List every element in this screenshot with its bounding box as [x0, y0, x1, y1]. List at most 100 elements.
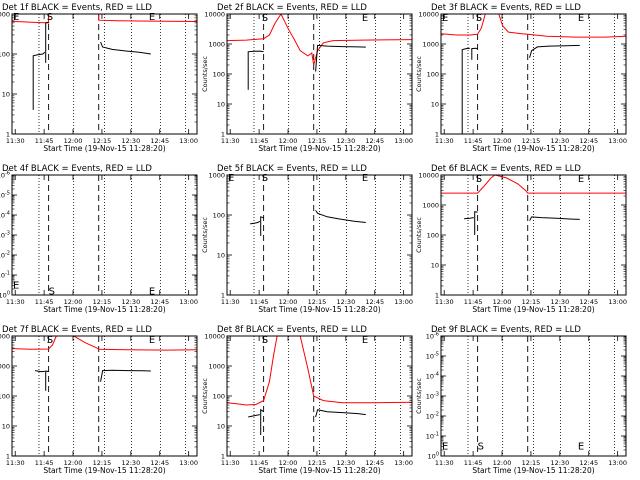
x-tick-label: 13:00	[394, 137, 413, 145]
y-axis-label: Counts/sec	[201, 56, 209, 92]
events-series-line	[315, 210, 366, 223]
events-series-line	[315, 409, 366, 418]
events-series-line	[474, 211, 478, 235]
y-tick-label: 10-4	[0, 211, 10, 220]
x-tick-label: 11:30	[6, 298, 25, 306]
marker-label-E: E	[362, 173, 368, 184]
x-tick-label: 12:30	[121, 137, 140, 145]
marker-label-S: S	[262, 335, 268, 346]
x-tick-label: 12:15	[308, 459, 327, 467]
events-series-line	[529, 44, 580, 58]
y-tick-label: 1	[435, 292, 439, 300]
y-tick-label: 1	[221, 453, 225, 461]
x-tick-label: 12:30	[336, 298, 355, 306]
x-tick-label: 12:30	[550, 137, 569, 145]
x-axis-label: Start Time (19-Nov-15 11:28:20)	[43, 144, 165, 153]
plot-frame	[11, 13, 198, 135]
events-series-line	[461, 47, 470, 134]
marker-label-S: S	[478, 442, 484, 453]
x-tick-label: 12:15	[93, 137, 112, 145]
y-tick-label: 10-2	[0, 251, 10, 260]
x-axis-label: Start Time (19-Nov-15 11:28:20)	[43, 305, 165, 314]
marker-label-E: E	[362, 13, 368, 24]
x-tick-label: 12:00	[279, 459, 298, 467]
y-tick-label: 10000	[204, 11, 225, 19]
y-tick-label: 10-5	[0, 191, 10, 200]
x-axis-label: Start Time (19-Nov-15 11:28:20)	[472, 466, 594, 475]
events-series-line	[247, 50, 264, 90]
x-tick-label: 11:45	[35, 298, 54, 306]
x-tick-label: 12:45	[365, 137, 384, 145]
events-series-line	[35, 370, 45, 373]
events-series-line	[45, 21, 49, 63]
x-tick-label: 12:15	[308, 298, 327, 306]
y-axis-label: Counts/sec	[201, 217, 209, 253]
x-tick-label: 12:30	[121, 298, 140, 306]
marker-label-E: E	[442, 13, 448, 24]
y-tick-label: 10-1	[0, 271, 10, 280]
events-series-line	[260, 408, 264, 435]
y-axis-label: Counts/sec	[415, 56, 423, 92]
y-tick-label: 1	[435, 131, 439, 139]
x-tick-label: 12:15	[308, 137, 327, 145]
x-tick-label: 12:00	[493, 298, 512, 306]
events-series-line	[100, 41, 151, 55]
x-tick-label: 12:00	[279, 137, 298, 145]
x-tick-label: 12:15	[93, 298, 112, 306]
panel-title: Det 3f BLACK = Events, RED = LLD	[431, 3, 581, 13]
marker-label-E: E	[149, 12, 155, 23]
y-tick-label: 10	[217, 252, 225, 260]
y-tick-label: 10	[431, 262, 439, 270]
x-tick-label: 12:30	[336, 459, 355, 467]
y-tick-label: 100	[427, 232, 439, 240]
y-tick-label: 10	[217, 423, 225, 431]
x-tick-label: 12:30	[550, 298, 569, 306]
x-axis-label: Start Time (19-Nov-15 11:28:20)	[43, 466, 165, 475]
y-tick-label: 10	[217, 101, 225, 109]
x-tick-label: 12:45	[365, 298, 384, 306]
y-tick-label: 10-2	[426, 412, 439, 421]
x-tick-label: 11:45	[464, 459, 483, 467]
y-tick-label: 10000	[418, 11, 439, 19]
marker-label-E: E	[578, 13, 584, 24]
y-tick-label: 10000	[204, 333, 225, 341]
x-tick-label: 12:30	[550, 459, 569, 467]
marker-label-S: S	[49, 287, 55, 298]
x-tick-label: 13:00	[179, 459, 198, 467]
y-tick-label: 1	[221, 292, 225, 300]
x-tick-label: 12:45	[150, 137, 169, 145]
x-tick-label: 12:00	[493, 459, 512, 467]
y-tick-label: 100	[0, 393, 10, 401]
y-tick-label: 100	[0, 51, 10, 59]
x-axis-label: Start Time (19-Nov-15 11:28:20)	[472, 144, 594, 153]
x-tick-label: 12:45	[150, 298, 169, 306]
x-tick-label: 12:00	[64, 459, 83, 467]
x-tick-label: 11:45	[250, 298, 269, 306]
x-tick-label: 12:45	[365, 459, 384, 467]
marker-label-E: E	[578, 442, 584, 453]
marker-label-S: S	[262, 173, 268, 184]
marker-label-S: S	[47, 335, 53, 346]
events-series-line	[100, 369, 151, 382]
x-tick-label: 13:00	[608, 459, 627, 467]
y-tick-label: 10	[431, 101, 439, 109]
y-tick-label: 100	[213, 212, 225, 220]
marker-label-E: E	[149, 287, 155, 298]
marker-label-E: E	[578, 174, 584, 185]
x-tick-label: 11:45	[464, 137, 483, 145]
marker-label-S: S	[47, 12, 53, 23]
lld-series-line	[441, 175, 626, 194]
marker-label-E: E	[13, 12, 19, 23]
panel-title: Det 5f BLACK = Events, RED = LLD	[217, 164, 367, 174]
panel-title: Det 4f BLACK = Events, RED = LLD	[2, 164, 152, 174]
y-tick-label: 1	[221, 131, 225, 139]
x-tick-label: 12:15	[522, 459, 541, 467]
x-tick-label: 12:00	[64, 137, 83, 145]
x-tick-label: 12:30	[121, 459, 140, 467]
events-series-line	[464, 217, 474, 220]
plot-frame	[226, 174, 413, 296]
